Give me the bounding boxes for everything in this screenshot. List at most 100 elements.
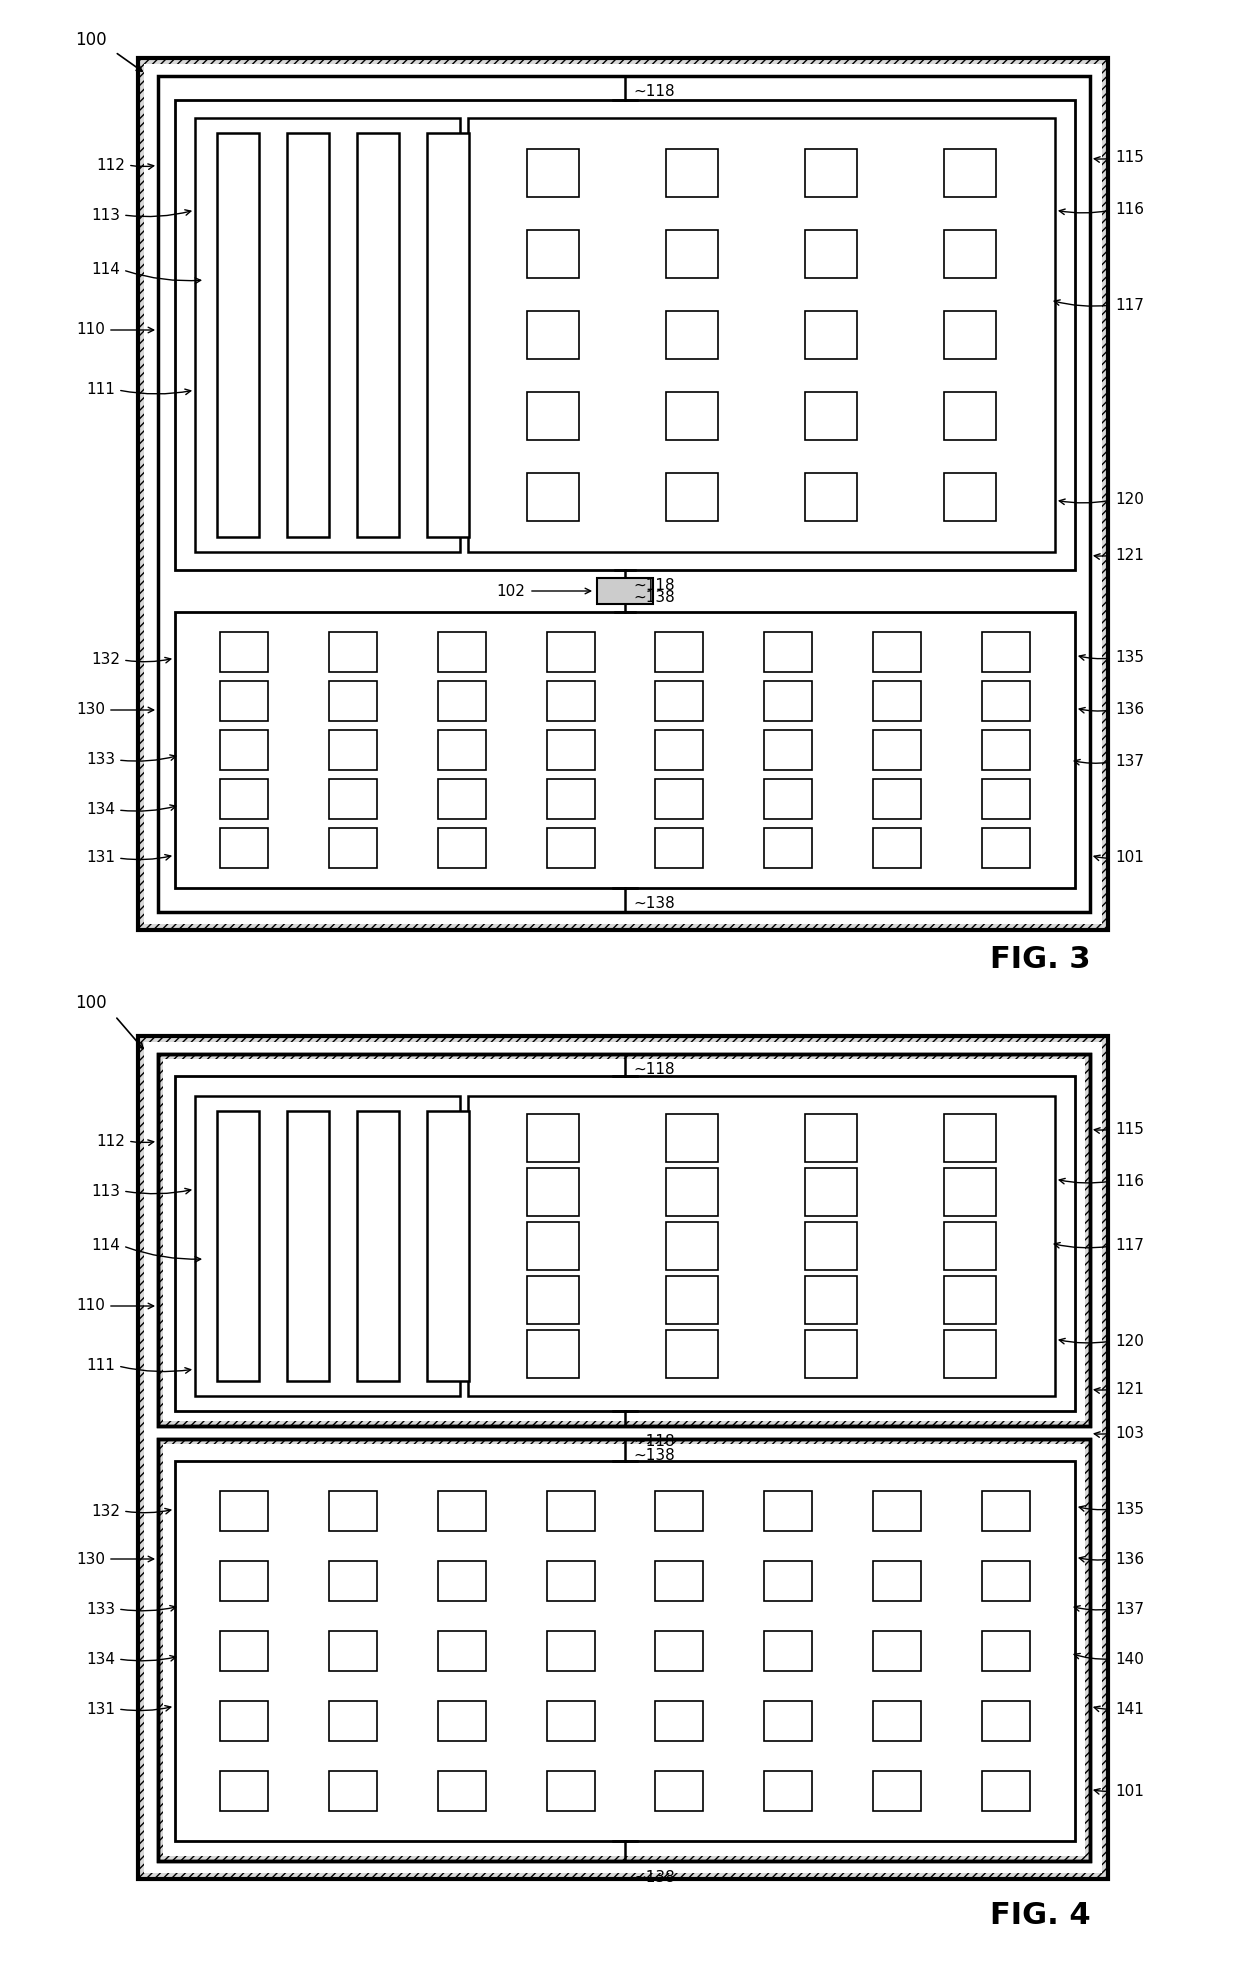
Text: 130: 130 xyxy=(76,1552,105,1566)
Bar xyxy=(873,1701,921,1740)
Text: 120: 120 xyxy=(1115,492,1143,508)
Bar xyxy=(329,730,377,769)
Text: 117: 117 xyxy=(1115,298,1143,312)
Bar xyxy=(982,1491,1029,1530)
Text: 114: 114 xyxy=(91,1238,120,1254)
Bar xyxy=(221,730,268,769)
Bar xyxy=(217,133,259,538)
Bar xyxy=(764,1701,812,1740)
Bar xyxy=(764,730,812,769)
Bar xyxy=(329,828,377,869)
Bar xyxy=(527,1167,579,1216)
Bar xyxy=(596,579,653,604)
Bar xyxy=(945,392,997,439)
Bar xyxy=(329,779,377,820)
Bar xyxy=(357,1110,399,1381)
Text: 115: 115 xyxy=(1115,151,1143,165)
Bar xyxy=(656,1491,703,1530)
Text: 121: 121 xyxy=(1115,547,1143,563)
Text: ~118: ~118 xyxy=(632,84,675,100)
Bar xyxy=(945,230,997,279)
Bar xyxy=(666,473,718,520)
Bar xyxy=(666,1114,718,1162)
Bar xyxy=(982,1772,1029,1811)
Text: 121: 121 xyxy=(1115,1381,1143,1397)
Bar xyxy=(982,681,1029,720)
Text: 132: 132 xyxy=(91,1503,120,1519)
Bar xyxy=(945,312,997,359)
Bar xyxy=(221,1772,268,1811)
Text: 134: 134 xyxy=(86,1652,115,1666)
Text: 135: 135 xyxy=(1115,1501,1145,1517)
Bar xyxy=(945,473,997,520)
Text: 137: 137 xyxy=(1115,755,1145,769)
Bar xyxy=(175,1462,1075,1840)
Bar xyxy=(427,1110,469,1381)
Bar xyxy=(666,149,718,198)
Bar xyxy=(945,1330,997,1377)
Bar xyxy=(329,1562,377,1601)
Bar xyxy=(666,1330,718,1377)
Bar xyxy=(467,118,1055,551)
Text: 101: 101 xyxy=(1115,1783,1143,1799)
Bar xyxy=(982,1701,1029,1740)
Bar xyxy=(438,1491,486,1530)
Bar xyxy=(157,1438,1090,1862)
Bar xyxy=(873,779,921,820)
Bar xyxy=(162,1059,1085,1420)
Bar xyxy=(656,1630,703,1672)
Text: 131: 131 xyxy=(86,850,115,865)
Text: 141: 141 xyxy=(1115,1701,1143,1717)
Bar xyxy=(805,1330,857,1377)
Bar xyxy=(945,1167,997,1216)
Bar xyxy=(286,133,329,538)
Bar xyxy=(666,230,718,279)
Bar xyxy=(873,1491,921,1530)
Bar xyxy=(438,681,486,720)
Bar xyxy=(656,1772,703,1811)
Bar xyxy=(805,473,857,520)
Text: ~118: ~118 xyxy=(632,1063,675,1077)
Bar xyxy=(873,828,921,869)
Bar xyxy=(764,828,812,869)
Bar xyxy=(329,1491,377,1530)
Text: FIG. 3: FIG. 3 xyxy=(990,946,1090,975)
Bar xyxy=(162,1444,1085,1856)
Bar xyxy=(547,828,595,869)
Bar xyxy=(945,1222,997,1269)
Text: 111: 111 xyxy=(86,1358,115,1373)
Bar xyxy=(527,149,579,198)
Text: 113: 113 xyxy=(91,1183,120,1199)
Bar xyxy=(805,1275,857,1324)
Bar xyxy=(982,779,1029,820)
Bar xyxy=(805,230,857,279)
Bar xyxy=(547,1491,595,1530)
Bar xyxy=(982,730,1029,769)
Bar xyxy=(195,1097,460,1397)
Text: 135: 135 xyxy=(1115,651,1145,665)
Text: 102: 102 xyxy=(496,583,525,598)
Text: ~138: ~138 xyxy=(632,591,675,606)
Bar xyxy=(221,632,268,671)
Bar xyxy=(873,730,921,769)
Text: FIG. 4: FIG. 4 xyxy=(990,1901,1091,1931)
Bar xyxy=(656,730,703,769)
Bar xyxy=(157,77,1090,912)
Text: 133: 133 xyxy=(86,1601,115,1617)
Text: ~138: ~138 xyxy=(632,1870,675,1884)
Bar xyxy=(805,1114,857,1162)
Text: 134: 134 xyxy=(86,802,115,818)
Bar xyxy=(805,149,857,198)
Bar xyxy=(144,1042,1102,1874)
Bar xyxy=(527,312,579,359)
Text: 111: 111 xyxy=(86,383,115,398)
Bar xyxy=(329,1772,377,1811)
Bar xyxy=(547,1701,595,1740)
Bar xyxy=(195,118,460,551)
Bar xyxy=(438,632,486,671)
Bar xyxy=(438,1772,486,1811)
Bar xyxy=(221,1491,268,1530)
Bar xyxy=(175,100,1075,571)
Bar xyxy=(427,133,469,538)
Bar xyxy=(982,1562,1029,1601)
